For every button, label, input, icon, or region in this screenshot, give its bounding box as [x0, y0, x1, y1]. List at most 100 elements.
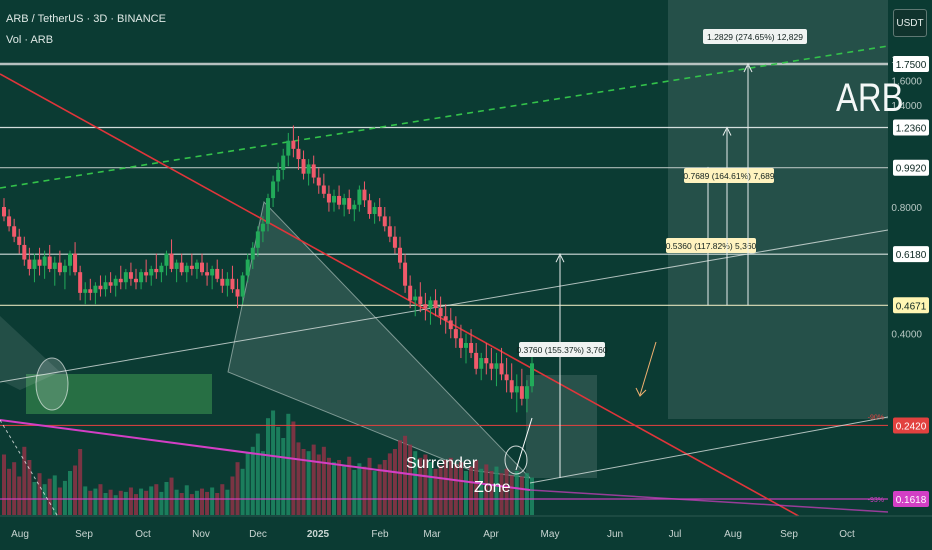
drawing-lines [0, 45, 889, 550]
candle-body [118, 278, 123, 283]
candle-body [98, 285, 103, 290]
volume-bar [347, 456, 352, 515]
candle-body [387, 226, 392, 237]
candle-body [225, 278, 230, 286]
time-tick-label: Aug [11, 529, 29, 540]
volume-bar [489, 471, 494, 515]
volume-bar [27, 460, 32, 515]
candle-body [154, 268, 159, 273]
candle-body [73, 253, 78, 273]
candle-body [377, 207, 382, 217]
volume-bar [205, 491, 210, 515]
volume-bar [108, 489, 113, 515]
candle-body [7, 216, 12, 227]
candle-body [266, 198, 270, 224]
time-tick-label: Jun [607, 529, 623, 540]
dashed-guide-line [0, 419, 61, 521]
volume-bar [342, 465, 347, 515]
volume-bar [469, 466, 474, 515]
candle-body [296, 148, 301, 160]
volume-bar [306, 451, 311, 515]
volume-bar [499, 473, 504, 515]
volume-bar [357, 463, 362, 515]
price-tick-label: 0.8000 [891, 203, 922, 214]
projection-label: 0.7689 (164.61%) 7,689 [683, 171, 774, 181]
candle-body [458, 338, 463, 348]
candle-body [57, 262, 62, 273]
time-tick-label: Sep [75, 529, 93, 540]
price-level-badge-label: 0.2420 [896, 421, 927, 432]
candle-body [17, 236, 22, 245]
volume-bar [118, 490, 123, 515]
volume-bar [519, 476, 524, 515]
price-tick-label: 1.6000 [891, 76, 922, 87]
volume-bar [392, 449, 397, 515]
time-tick-label: Nov [192, 529, 210, 540]
volume-bar [403, 435, 408, 515]
volume-bar [123, 491, 128, 515]
time-tick-label: Apr [483, 529, 499, 540]
volume-bar [301, 449, 306, 515]
projection-arrowhead [743, 62, 753, 73]
candle-body [68, 253, 72, 266]
volume-bar [57, 487, 62, 515]
volume-bar [464, 471, 468, 515]
candle-body [37, 259, 42, 266]
volume-bar [382, 460, 387, 515]
volume-bar [316, 454, 321, 515]
volume-bar [352, 469, 357, 515]
volume-bar [189, 494, 194, 515]
currency-button[interactable]: USDT [893, 9, 927, 37]
candle-body [372, 207, 377, 214]
candle-body [113, 278, 118, 286]
candle-body [408, 285, 413, 301]
volume-bar [62, 480, 67, 515]
candle-body [32, 259, 37, 269]
price-level-badge [893, 297, 929, 314]
volume-bar [453, 464, 458, 515]
candle-body [149, 268, 154, 276]
volume-bar [413, 451, 418, 515]
candle-body [524, 386, 529, 399]
candle-body [342, 198, 347, 205]
candle-body [352, 204, 357, 210]
volume-bar [266, 418, 270, 515]
candle-body [169, 253, 174, 269]
candle-body [453, 329, 458, 339]
candle-body [382, 216, 387, 227]
candle-body [250, 247, 255, 260]
support-line [0, 419, 531, 491]
highlight-circle [35, 357, 69, 411]
candle-body [245, 259, 250, 276]
price-level-badge-label: 1.7500 [896, 60, 927, 71]
candle-body [321, 185, 326, 194]
candle-body [215, 268, 220, 279]
candle-body [159, 265, 164, 273]
candle-body [301, 159, 306, 174]
projection-label-box [684, 168, 774, 183]
price-axis[interactable]: 1.80001.60001.40000.80000.40001.75001.23… [868, 0, 932, 516]
candle-body [88, 289, 93, 293]
time-tick-label: Mar [423, 529, 441, 540]
candle-body [200, 262, 204, 273]
candle-body [504, 374, 509, 381]
time-axis[interactable]: Aug Sep Oct Nov Dec 2025 Feb Mar Apr May Jun Jul Aug… [0, 515, 932, 550]
volume-bar [235, 462, 240, 515]
candle-body [210, 268, 215, 276]
candle-body [189, 265, 194, 269]
projection-label-box [666, 238, 756, 253]
candle-body [494, 363, 499, 369]
candle-body [22, 244, 27, 260]
price-level-badge-label: 0.9920 [896, 164, 927, 175]
candle-body [93, 285, 98, 293]
projection-label: 0.5360 (117.82%) 5,360 [666, 241, 757, 251]
volume-bar [494, 466, 499, 515]
time-tick-label: Sep [780, 529, 798, 540]
candle-body [52, 262, 57, 269]
candle-body [357, 189, 362, 205]
candle-body [134, 278, 138, 283]
candle-body [398, 247, 402, 263]
volume-bar [230, 476, 235, 515]
